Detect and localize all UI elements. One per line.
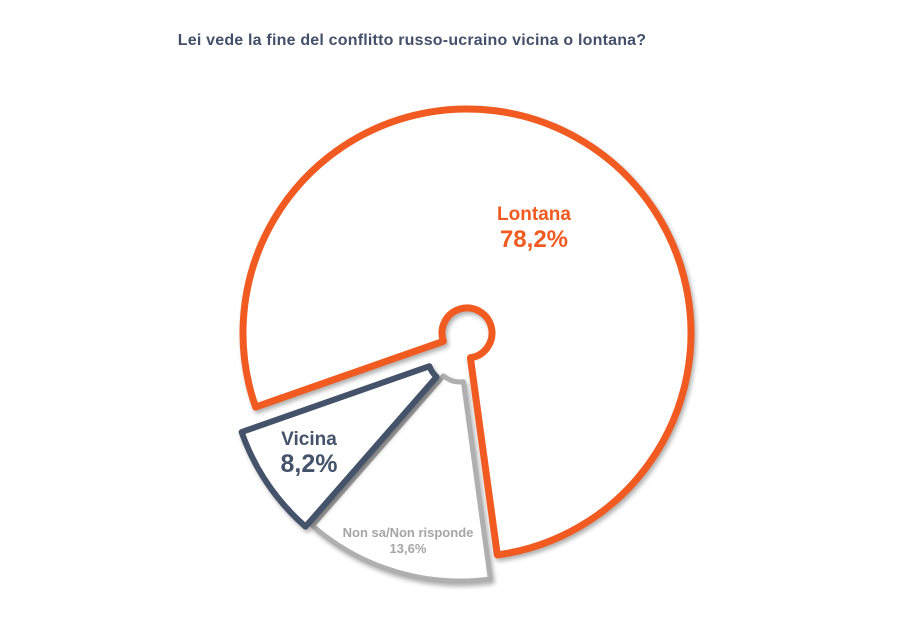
chart-title: Lei vede la fine del conflitto russo-ucr… [177, 32, 647, 49]
pie-slice-lontana [239, 105, 695, 559]
pie-slice-vicina [238, 363, 440, 530]
pie-slice-non-sa-non-risponde [310, 373, 493, 584]
